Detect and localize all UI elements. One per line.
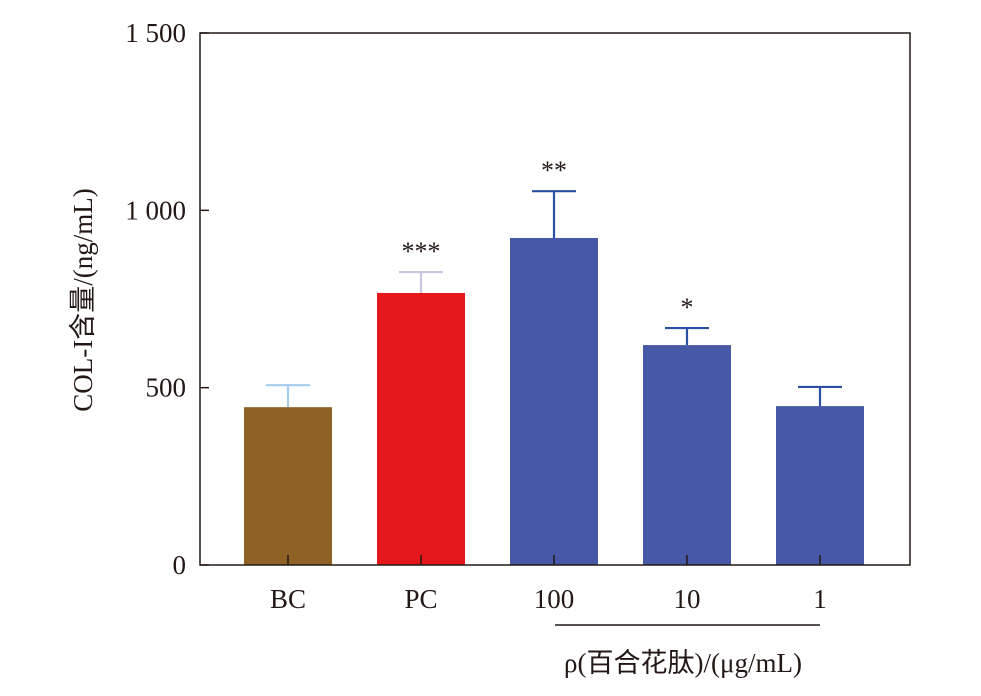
x-tick-label: 1 <box>813 584 827 614</box>
x-tick-label: 10 <box>674 584 701 614</box>
y-tick-label: 0 <box>173 550 187 580</box>
bar-100 <box>510 237 598 566</box>
y-tick-label: 500 <box>146 373 187 403</box>
y-tick-label: 1 000 <box>125 195 186 225</box>
bar-BC <box>244 407 332 565</box>
plot-frame <box>199 32 911 566</box>
significance-label: * <box>681 293 694 322</box>
significance-label: *** <box>402 237 441 266</box>
bar-1 <box>776 406 864 565</box>
bar-PC <box>377 292 465 565</box>
x-tick-label: 100 <box>534 584 575 614</box>
x-axis-label: ρ(百合花肽)/(μg/mL) <box>564 648 802 678</box>
x-tick-label: BC <box>270 584 306 614</box>
bar-10 <box>643 345 731 565</box>
y-tick-label: 1 500 <box>125 18 186 48</box>
significance-label: ** <box>541 156 567 185</box>
y-axis-label: COL-I含量/(ng/mL) <box>68 188 98 411</box>
x-axis: BC PC 100 10 1 <box>270 555 827 614</box>
x-tick-label: PC <box>404 584 437 614</box>
bars-group: ****** <box>244 156 864 566</box>
y-axis: 0 500 1 000 1 500 <box>125 18 209 580</box>
